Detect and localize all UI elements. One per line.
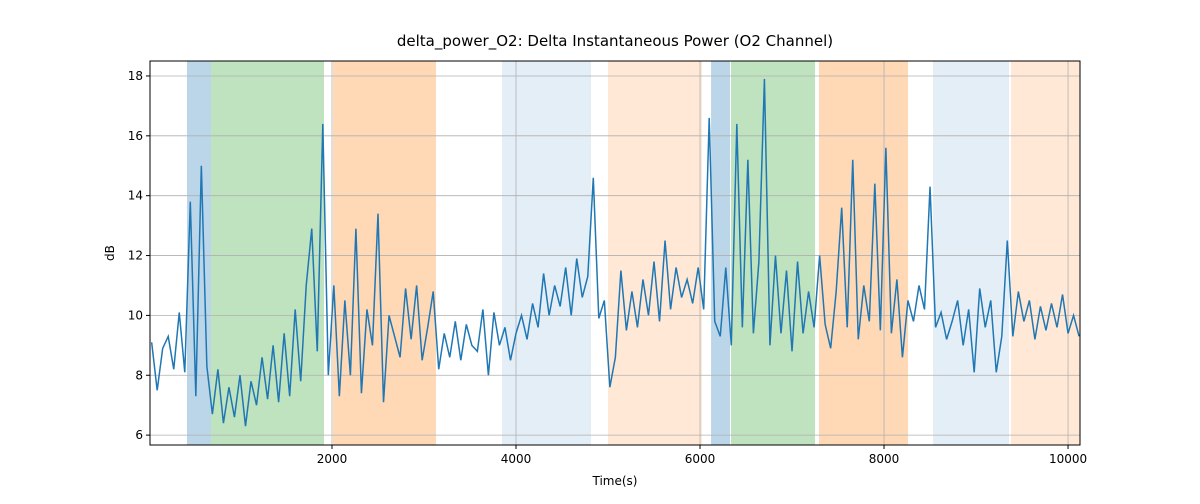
shaded-span	[211, 61, 324, 445]
y-tick-label: 12	[128, 249, 143, 263]
y-tick-label: 14	[128, 189, 143, 203]
data-line	[150, 78, 1080, 427]
x-tick-label: 8000	[869, 452, 900, 466]
x-tick-label: 2000	[317, 452, 348, 466]
y-tick-label: 18	[128, 69, 143, 83]
shaded-span	[608, 61, 703, 445]
x-tick-label: 4000	[501, 452, 532, 466]
shaded-span	[1010, 61, 1080, 445]
y-axis-label: dB	[103, 245, 117, 261]
y-tick-label: 8	[135, 368, 143, 382]
x-tick-label: 6000	[685, 452, 716, 466]
y-tick-label: 16	[128, 129, 143, 143]
shaded-span	[731, 61, 816, 445]
shaded-span	[711, 61, 731, 445]
y-tick-label: 6	[135, 428, 143, 442]
x-tick-label: 10000	[1049, 452, 1087, 466]
y-tick-label: 10	[128, 308, 143, 322]
shaded-span	[818, 61, 909, 445]
x-axis-label: Time(s)	[592, 474, 638, 488]
shaded-span	[502, 61, 591, 445]
shaded-span	[933, 61, 1010, 445]
chart-title: delta_power_O2: Delta Instantaneous Powe…	[397, 32, 833, 51]
plot-frame	[149, 60, 1081, 446]
